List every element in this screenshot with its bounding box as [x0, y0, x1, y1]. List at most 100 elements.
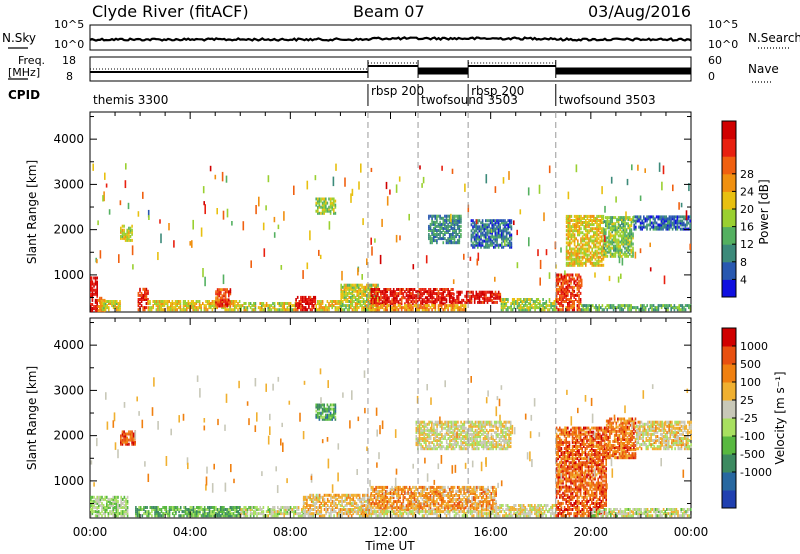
heatmap-cell — [194, 306, 196, 310]
heatmap-cell — [333, 493, 335, 497]
heatmap-cell — [202, 508, 204, 511]
heatmap-cell — [126, 512, 129, 516]
heatmap-cell — [431, 218, 433, 222]
heatmap-cell — [112, 306, 115, 310]
heatmap-cell — [563, 289, 566, 293]
heatmap-cell — [481, 300, 484, 304]
heatmap-cell — [434, 226, 437, 230]
heatmap-cell — [392, 506, 395, 510]
heatmap-cell — [231, 508, 233, 511]
heatmap-cell — [399, 506, 401, 510]
heatmap-cell — [586, 237, 589, 241]
heatmap-cell — [99, 307, 101, 310]
heatmap-cell — [369, 283, 371, 287]
heatmap-cell — [380, 302, 382, 306]
heatmap-cell — [456, 241, 459, 245]
heatmap-cell — [226, 308, 228, 312]
heatmap-cell — [280, 302, 282, 305]
heatmap-cell — [683, 308, 685, 312]
heatmap-cell — [519, 304, 522, 308]
heatmap-cell — [243, 508, 245, 511]
heatmap-cell — [352, 493, 355, 497]
heatmap-cell — [516, 300, 519, 303]
heatmap-cell — [621, 220, 623, 224]
heatmap-cell — [124, 432, 127, 436]
heatmap-cell — [109, 506, 111, 509]
heatmap-cell — [456, 296, 458, 300]
heatmap-cell — [453, 237, 456, 241]
heatmap-cell — [400, 504, 403, 508]
heatmap-cell — [423, 306, 425, 310]
heatmap-cell — [178, 300, 180, 303]
freq-segment — [418, 67, 469, 75]
heatmap-cell — [323, 493, 326, 497]
heatmap-cell — [350, 514, 353, 518]
heatmap-cell — [668, 223, 671, 227]
heatmap-cell — [560, 283, 563, 287]
heatmap-cell — [559, 287, 561, 291]
heatmap-cell — [328, 413, 330, 417]
heatmap-cell — [317, 499, 319, 503]
heatmap-cell — [560, 247, 562, 253]
heatmap-cell — [228, 302, 230, 306]
heatmap-cell — [675, 215, 677, 219]
heatmap-cell — [124, 236, 127, 240]
heatmap-cell — [145, 293, 148, 297]
heatmap-cell — [340, 285, 342, 289]
heatmap-cell — [341, 270, 343, 281]
heatmap-cell — [273, 304, 276, 308]
heatmap-cell — [261, 304, 263, 308]
heatmap-cell — [448, 239, 451, 243]
heatmap-cell — [660, 306, 663, 310]
heatmap-cell — [668, 304, 671, 308]
heatmap-cell — [291, 510, 293, 514]
heatmap-cell — [553, 300, 556, 303]
heatmap-cell — [318, 203, 321, 207]
heatmap-cell — [363, 504, 366, 507]
heatmap-cell — [687, 227, 690, 231]
heatmap-cell — [368, 497, 371, 501]
heatmap-cell — [215, 514, 217, 518]
heatmap-cell — [218, 302, 220, 306]
heatmap-cell — [346, 287, 349, 291]
heatmap-cell — [432, 306, 435, 310]
heatmap-cell — [608, 222, 610, 226]
heatmap-cell — [231, 514, 233, 518]
heatmap-cell — [577, 247, 579, 251]
heatmap-cell — [550, 302, 552, 305]
heatmap-cell — [620, 273, 622, 279]
heatmap-cell — [328, 514, 331, 518]
heatmap-cell — [363, 495, 366, 499]
heatmap-cell — [679, 223, 682, 227]
heatmap-cell — [499, 229, 501, 233]
heatmap-cell — [202, 512, 204, 516]
heatmap-cell — [372, 494, 374, 497]
heatmap-cell — [216, 306, 218, 310]
heatmap-cell — [338, 508, 340, 511]
heatmap-cell — [103, 304, 105, 308]
heatmap-cell — [428, 216, 430, 220]
heatmap-cell — [194, 302, 196, 305]
heatmap-cell — [381, 292, 384, 296]
heatmap-cell — [638, 217, 640, 221]
heatmap-cell — [119, 300, 121, 303]
heatmap-cell — [343, 304, 346, 308]
heatmap-cell — [355, 510, 358, 514]
heatmap-cell — [96, 300, 98, 304]
heatmap-cell — [358, 514, 361, 518]
heatmap-cell — [331, 300, 333, 303]
heatmap-cell — [296, 508, 298, 511]
heatmap-cell — [213, 302, 215, 305]
heatmap-cell — [93, 276, 95, 280]
heatmap-cell — [91, 495, 94, 499]
heatmap-cell — [378, 290, 381, 294]
heatmap-cell — [226, 508, 228, 511]
heatmap-cell — [439, 229, 441, 232]
heatmap-cell — [339, 504, 342, 507]
heatmap-cell — [616, 306, 618, 310]
heatmap-cell — [145, 295, 148, 299]
heatmap-cell — [534, 302, 536, 305]
heatmap-cell — [265, 205, 267, 211]
heatmap-cell — [389, 290, 392, 294]
heatmap-cell — [591, 249, 593, 253]
